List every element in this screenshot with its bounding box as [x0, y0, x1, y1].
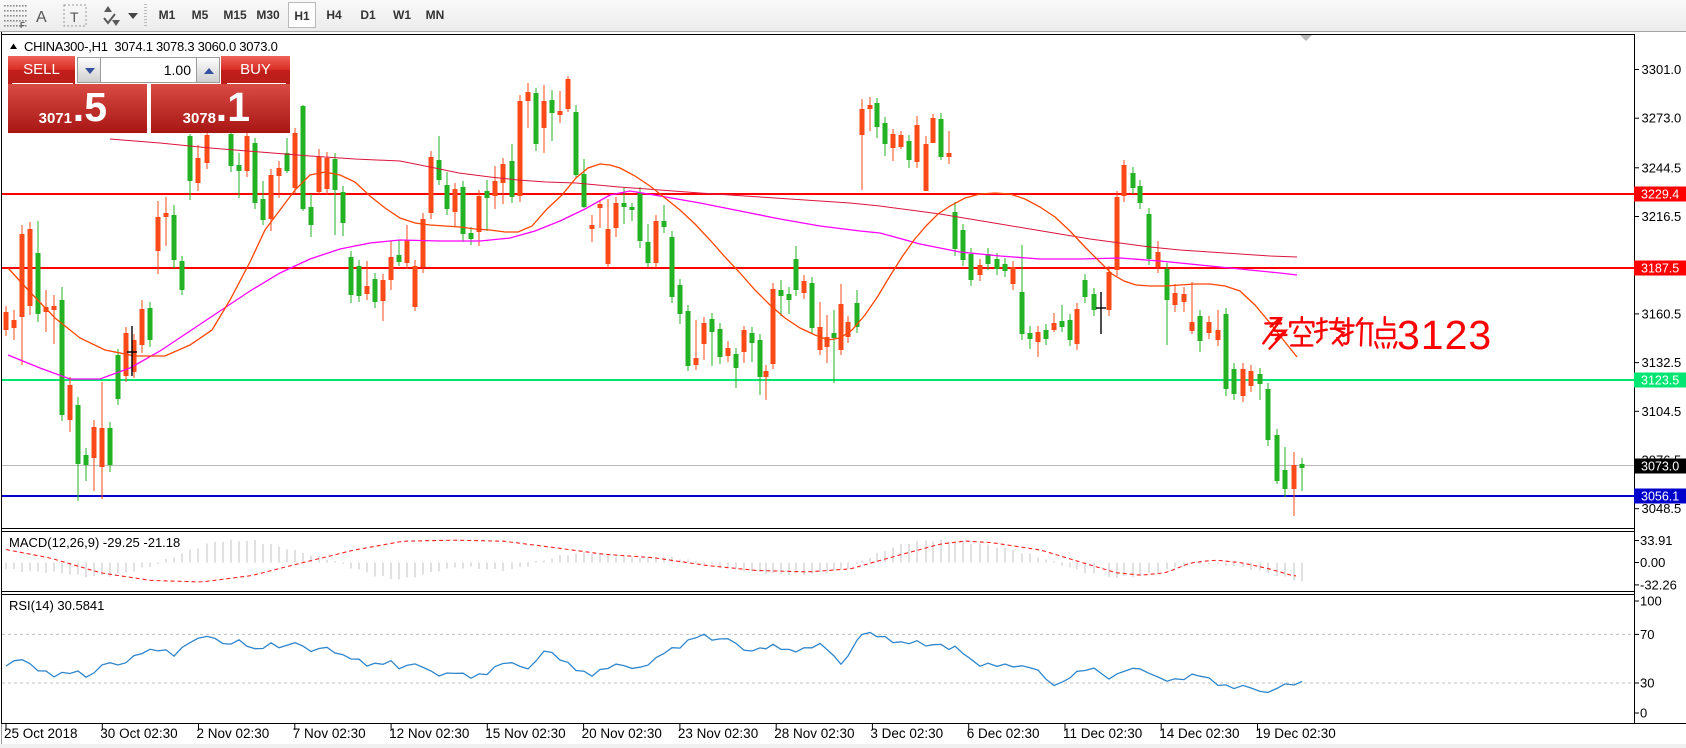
svg-text:6 Dec 02:30: 6 Dec 02:30: [967, 726, 1040, 741]
svg-text:3 Dec 02:30: 3 Dec 02:30: [870, 726, 943, 741]
svg-text:0: 0: [1640, 706, 1647, 721]
svg-text:3229.4: 3229.4: [1641, 188, 1679, 202]
svg-text:7 Nov 02:30: 7 Nov 02:30: [293, 726, 366, 741]
svg-text:A: A: [36, 9, 47, 26]
svg-text:3123.5: 3123.5: [1641, 374, 1679, 388]
svg-text:14 Dec 02:30: 14 Dec 02:30: [1159, 726, 1239, 741]
svg-text:3056.1: 3056.1: [1641, 490, 1679, 504]
svg-text:F: F: [20, 21, 25, 30]
svg-text:19 Dec 02:30: 19 Dec 02:30: [1256, 726, 1336, 741]
svg-text:3216.5: 3216.5: [1642, 209, 1682, 224]
svg-text:30 Oct 02:30: 30 Oct 02:30: [100, 726, 177, 741]
svg-text:-32.26: -32.26: [1640, 577, 1677, 592]
svg-text:70: 70: [1640, 627, 1654, 642]
svg-text:3048.5: 3048.5: [1642, 501, 1682, 516]
svg-text:2 Nov 02:30: 2 Nov 02:30: [197, 726, 270, 741]
svg-text:3104.5: 3104.5: [1642, 404, 1682, 419]
svg-text:T: T: [70, 9, 79, 25]
svg-text:3273.0: 3273.0: [1642, 111, 1682, 126]
svg-text:3187.5: 3187.5: [1641, 262, 1679, 276]
svg-text:15 Nov 02:30: 15 Nov 02:30: [485, 726, 565, 741]
svg-text:0.00: 0.00: [1640, 555, 1665, 570]
svg-text:28 Nov 02:30: 28 Nov 02:30: [774, 726, 854, 741]
svg-text:12 Nov 02:30: 12 Nov 02:30: [389, 726, 469, 741]
svg-text:30: 30: [1640, 676, 1654, 691]
svg-text:25 Oct 2018: 25 Oct 2018: [4, 726, 78, 741]
svg-text:3160.5: 3160.5: [1642, 306, 1682, 321]
svg-text:RSI(14) 30.5841: RSI(14) 30.5841: [9, 598, 104, 613]
svg-text:23 Nov 02:30: 23 Nov 02:30: [678, 726, 758, 741]
svg-text:MACD(12,26,9) -29.25 -21.18: MACD(12,26,9) -29.25 -21.18: [9, 535, 180, 550]
svg-text:33.91: 33.91: [1640, 533, 1673, 548]
svg-text:3073.0: 3073.0: [1641, 460, 1679, 474]
svg-text:3123: 3123: [1397, 312, 1492, 358]
svg-text:100: 100: [1640, 594, 1662, 609]
svg-text:CHINA300-,H1 3074.1 3078.3 30: CHINA300-,H1 3074.1 3078.3 3060.0 3073.0: [24, 39, 278, 54]
svg-text:3132.5: 3132.5: [1642, 355, 1682, 370]
svg-text:3301.0: 3301.0: [1642, 62, 1682, 77]
svg-text:3244.5: 3244.5: [1642, 160, 1682, 175]
svg-text:20 Nov 02:30: 20 Nov 02:30: [582, 726, 662, 741]
svg-text:11 Dec 02:30: 11 Dec 02:30: [1063, 726, 1142, 741]
